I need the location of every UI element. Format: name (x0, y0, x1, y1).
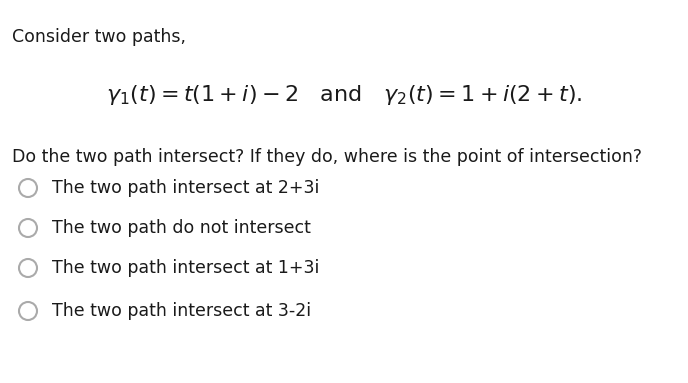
Text: The two path intersect at 1+3i: The two path intersect at 1+3i (52, 259, 319, 277)
Text: The two path intersect at 3-2i: The two path intersect at 3-2i (52, 302, 311, 320)
Text: The two path do not intersect: The two path do not intersect (52, 219, 311, 237)
Text: Do the two path intersect? If they do, where is the point of intersection?: Do the two path intersect? If they do, w… (12, 148, 642, 166)
Text: $\gamma_1(t) = t(1+i) - 2 \quad \text{and} \quad \gamma_2(t) = 1 + i(2+t).$: $\gamma_1(t) = t(1+i) - 2 \quad \text{an… (106, 83, 582, 107)
Text: Consider two paths,: Consider two paths, (12, 28, 186, 46)
Text: The two path intersect at 2+3i: The two path intersect at 2+3i (52, 179, 319, 197)
